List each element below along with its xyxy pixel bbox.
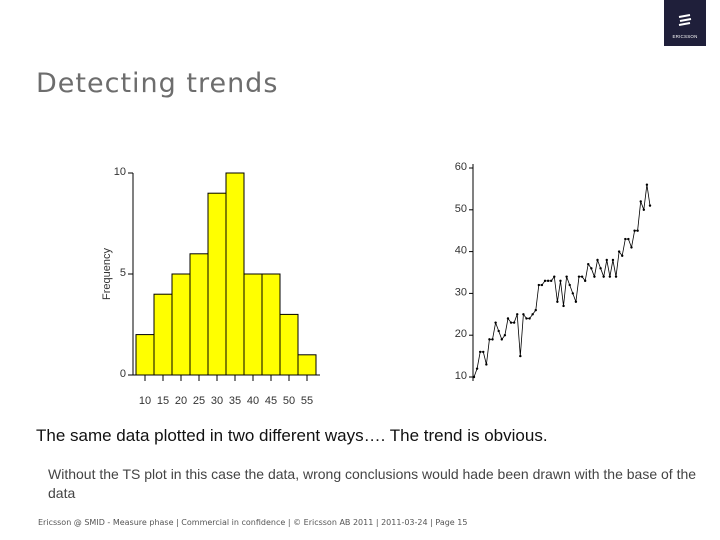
histogram-bar <box>279 313 299 376</box>
x-tick-label: 25 <box>193 395 205 407</box>
ts-data-point <box>571 292 575 295</box>
note-text: Without the TS plot in this case the dat… <box>48 466 697 501</box>
ts-data-point <box>559 279 562 283</box>
ts-data-point <box>565 275 568 278</box>
ts-y-tick-label: 40 <box>455 245 467 257</box>
ts-data-point <box>583 279 587 283</box>
ts-data-point <box>497 329 500 333</box>
histogram-bar <box>243 273 263 376</box>
ts-data-point <box>611 258 615 262</box>
ts-data-point <box>472 375 476 379</box>
x-tick-label: 30 <box>211 395 223 407</box>
headline: The same data plotted in two different w… <box>36 426 548 445</box>
ts-data-point <box>482 350 485 354</box>
ts-data-point <box>531 313 534 316</box>
ts-data-point <box>590 267 593 270</box>
histogram-bar <box>297 354 317 376</box>
ericsson-logo: ERICSSON <box>664 0 706 46</box>
ts-data-point <box>648 204 652 207</box>
histogram-bar <box>153 293 173 376</box>
x-tick-label: 50 <box>283 395 295 407</box>
ts-data-point <box>475 367 479 370</box>
ts-data-point <box>568 283 571 287</box>
x-tick-label: 15 <box>157 395 169 407</box>
ts-data-point <box>500 338 503 341</box>
ts-data-point <box>627 237 630 241</box>
ts-y-tick-label: 10 <box>455 370 467 382</box>
x-tick-label: 35 <box>229 395 241 407</box>
ts-data-point <box>540 283 544 287</box>
ts-data-point <box>546 279 550 283</box>
histogram-bar <box>225 172 245 376</box>
ts-data-point <box>509 321 513 324</box>
x-tick-label: 55 <box>301 395 313 407</box>
ts-data-point <box>516 313 519 316</box>
ts-data-point <box>624 237 627 241</box>
ts-data-point <box>494 321 497 324</box>
ts-data-point <box>503 334 507 337</box>
footer: Ericsson @ SMID - Measure phase | Commer… <box>38 518 468 527</box>
ts-y-tick-label: 20 <box>455 328 467 340</box>
ts-data-point <box>605 258 608 262</box>
ts-data-point <box>525 317 528 320</box>
ts-y-tick-label: 50 <box>455 203 467 215</box>
y-tick-label: 5 <box>120 267 126 279</box>
ts-series-line <box>473 184 651 378</box>
y-tick-label: 0 <box>120 368 126 380</box>
time-series-chart: 10 20 30 40 50 60 <box>455 161 652 382</box>
ts-data-point <box>633 229 636 232</box>
ts-y-tick-label: 30 <box>455 286 467 298</box>
ts-data-point <box>491 338 494 341</box>
x-tick-label: 20 <box>175 395 187 407</box>
ts-data-point <box>639 200 642 203</box>
ts-data-point <box>580 275 584 278</box>
ts-data-point <box>574 300 578 303</box>
ts-data-point <box>562 304 565 308</box>
ts-data-point <box>630 246 633 249</box>
ts-data-point <box>645 183 649 186</box>
histogram-bar <box>207 192 227 376</box>
ts-data-point <box>556 300 559 303</box>
ts-data-point <box>599 267 602 270</box>
ts-data-point <box>512 321 516 324</box>
x-tick-label: 40 <box>247 395 259 407</box>
ts-data-point <box>621 254 624 257</box>
histogram-bar <box>135 334 155 376</box>
y-tick-label: 10 <box>114 166 126 178</box>
ts-data-point <box>519 354 522 358</box>
ts-data-point <box>593 275 596 278</box>
ts-data-point <box>587 262 590 266</box>
ts-data-point <box>506 317 510 320</box>
ts-data-point <box>485 363 488 366</box>
ts-data-point <box>614 275 618 278</box>
ts-data-point <box>549 279 553 283</box>
ts-data-point <box>608 275 612 278</box>
ericsson-logo-icon <box>678 14 692 26</box>
ts-data-point <box>602 275 605 278</box>
histogram-chart: 0 5 10 10 15 20 25 30 35 40 45 50 55 Frequency <box>101 166 320 407</box>
ts-data-point <box>617 250 621 253</box>
ts-data-point <box>577 275 581 278</box>
page-title: Detecting trends <box>36 68 279 100</box>
logo-text: ERICSSON <box>672 34 698 39</box>
ts-data-point <box>522 313 525 316</box>
y-axis-label: Frequency <box>101 248 113 300</box>
histogram-bar <box>171 273 191 376</box>
ts-data-point <box>528 317 531 320</box>
x-tick-label: 10 <box>139 395 151 407</box>
histogram-bar <box>261 273 281 376</box>
ts-data-point <box>478 350 482 354</box>
ts-data-point <box>537 283 541 287</box>
ts-data-point <box>553 275 556 278</box>
ts-y-tick-label: 60 <box>455 161 467 173</box>
ts-data-point <box>642 208 646 211</box>
ts-data-point <box>488 338 491 341</box>
ts-data-point <box>534 308 537 312</box>
ts-data-point <box>636 229 639 232</box>
ts-data-point <box>543 279 547 283</box>
histogram-bar <box>189 253 209 376</box>
x-tick-label: 45 <box>265 395 277 407</box>
ts-data-point <box>596 258 599 262</box>
